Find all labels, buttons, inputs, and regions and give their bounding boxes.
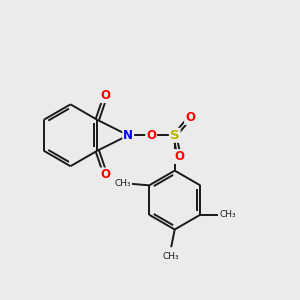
- Text: O: O: [146, 129, 156, 142]
- Text: O: O: [185, 111, 195, 124]
- Text: S: S: [170, 129, 179, 142]
- Text: N: N: [123, 129, 133, 142]
- Text: CH₃: CH₃: [163, 252, 179, 261]
- Text: CH₃: CH₃: [219, 210, 236, 219]
- Text: O: O: [174, 150, 184, 163]
- Text: CH₃: CH₃: [115, 179, 131, 188]
- Text: O: O: [100, 168, 110, 182]
- Text: O: O: [100, 89, 110, 102]
